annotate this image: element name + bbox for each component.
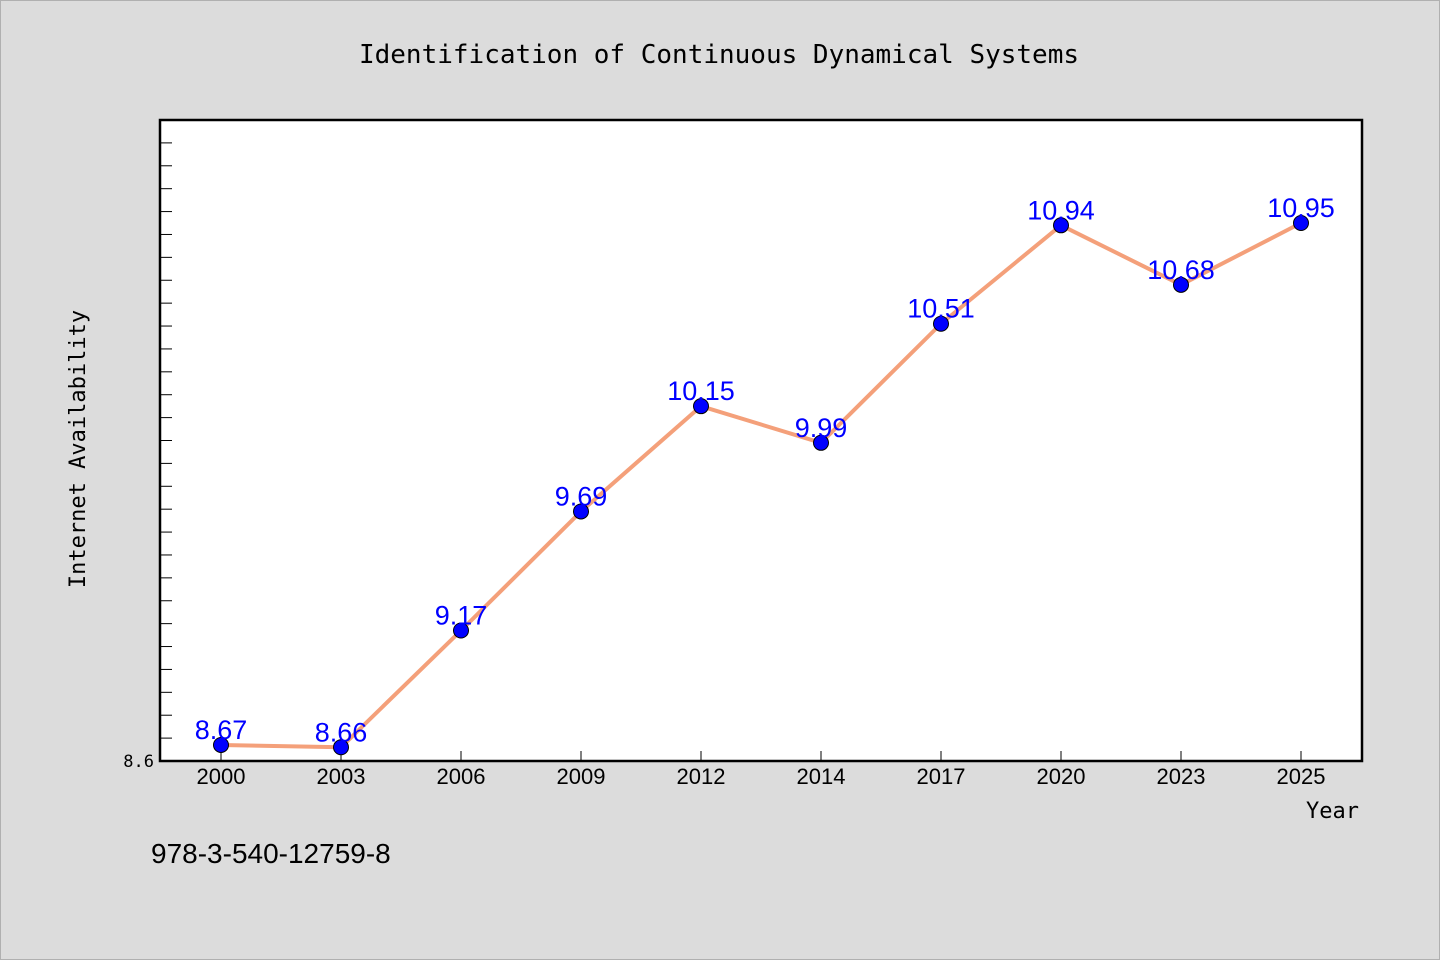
data-point — [213, 736, 229, 753]
x-tick-label: 2006 — [437, 764, 486, 789]
data-point — [1293, 215, 1309, 232]
data-label: 10.94 — [1027, 195, 1095, 225]
x-tick-label: 2025 — [1277, 764, 1326, 789]
data-label: 9.99 — [795, 413, 848, 443]
data-label: 8.66 — [315, 717, 368, 747]
plot-area — [158, 118, 1364, 763]
data-point — [453, 622, 469, 639]
data-point — [333, 739, 349, 756]
x-tick-label: 2020 — [1037, 764, 1086, 789]
x-axis-title: Year — [1306, 799, 1359, 824]
data-label: 9.69 — [555, 481, 608, 511]
isbn-text: 978-3-540-12759-8 — [151, 838, 391, 869]
x-tick-label: 2017 — [917, 764, 966, 789]
data-label: 10.15 — [667, 376, 735, 406]
data-label: 8.67 — [195, 715, 248, 745]
y-tick-label: 8.6 — [123, 752, 154, 772]
data-label: 10.95 — [1267, 193, 1335, 223]
data-point — [933, 315, 949, 332]
series-group: 8.67 8.66 9.17 9.69 10.15 9.99 10.51 10.94 10.68… — [195, 193, 1335, 756]
data-label: 9.17 — [435, 601, 488, 631]
x-tick-label: 2003 — [317, 764, 366, 789]
chart-title: Identification of Continuous Dynamical S… — [359, 40, 1079, 70]
x-tick-label: 2014 — [797, 764, 846, 789]
y-axis-ticks: 8.6 — [123, 142, 172, 772]
data-point — [813, 434, 829, 451]
data-point — [1173, 276, 1189, 293]
x-tick-label: 2023 — [1157, 764, 1206, 789]
y-axis-title: Internet Availability — [66, 310, 91, 588]
x-axis-ticks: 2000 2003 2006 2009 2012 2014 2017 2020 2023 2025 — [197, 751, 1326, 789]
data-point — [573, 503, 589, 520]
x-tick-label: 2009 — [557, 764, 606, 789]
x-tick-label: 2000 — [197, 764, 246, 789]
data-point — [1053, 217, 1069, 234]
data-point — [693, 398, 709, 415]
data-label: 10.51 — [907, 294, 975, 324]
data-label: 10.68 — [1147, 255, 1215, 285]
series-line — [219, 221, 1303, 750]
x-tick-label: 2012 — [677, 764, 726, 789]
